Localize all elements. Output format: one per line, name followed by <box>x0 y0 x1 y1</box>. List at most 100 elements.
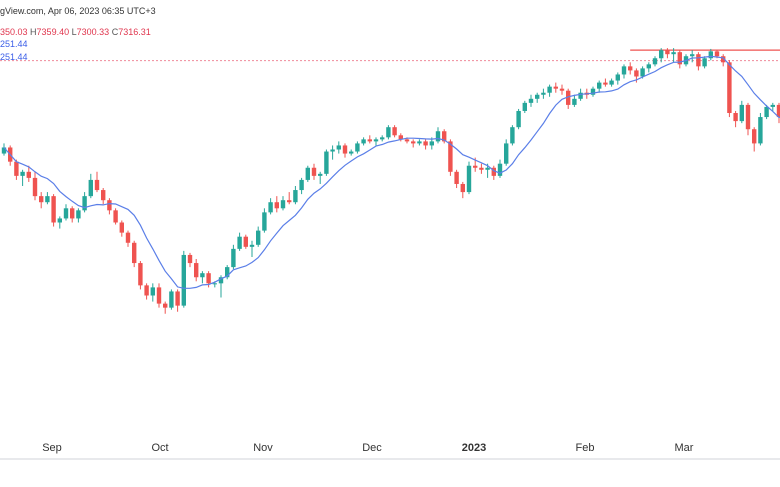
x-tick-label: 2023 <box>462 442 486 454</box>
candle-up <box>200 273 205 278</box>
candle-up <box>324 151 329 174</box>
candle-down <box>733 113 738 122</box>
candle-down <box>113 210 118 223</box>
candle-down <box>392 127 397 136</box>
candle-up <box>237 236 242 249</box>
candle-down <box>721 56 726 63</box>
candle-up <box>231 248 236 268</box>
candle-down <box>175 291 180 306</box>
candle-up <box>305 167 310 180</box>
candle-up <box>45 196 50 203</box>
low-label: L <box>71 27 77 37</box>
candle-up <box>249 244 255 247</box>
candle-up <box>522 102 527 111</box>
candle-up <box>373 139 379 142</box>
candle-up <box>318 173 323 176</box>
candle-up <box>218 277 224 284</box>
candle-down <box>243 236 248 247</box>
candle-up <box>88 179 93 197</box>
candle-down <box>107 200 112 211</box>
ohlc-legend: 350.03 H7359.40 L7300.33 C7316.31 <box>0 27 151 37</box>
ma-legend-2: 251.44 <box>0 52 28 62</box>
candle-up <box>256 230 261 245</box>
candle-down <box>274 202 279 209</box>
candle-up <box>609 80 614 85</box>
candle-down <box>566 90 571 105</box>
candle-up <box>597 82 602 89</box>
candle-down <box>206 273 211 284</box>
candle-down <box>677 52 682 65</box>
candle-up <box>429 141 434 146</box>
candle-down <box>132 242 137 264</box>
close-label: C <box>111 27 119 37</box>
candle-down <box>776 104 780 118</box>
candle-down <box>411 141 416 144</box>
candlestick-series <box>1 48 780 314</box>
moving-average-line <box>3 55 780 289</box>
candle-up <box>690 54 695 57</box>
candle-down <box>491 167 496 176</box>
candle-up <box>516 110 521 128</box>
candle-down <box>119 222 124 233</box>
candle-up <box>510 127 515 144</box>
candle-up <box>541 92 546 95</box>
candle-down <box>442 131 447 142</box>
candle-up <box>708 51 713 59</box>
candle-up <box>435 131 441 142</box>
candle-down <box>454 171 459 184</box>
candle-up <box>299 179 304 191</box>
x-tick-label: Mar <box>675 442 694 454</box>
candle-up <box>20 171 25 176</box>
candle-up <box>590 88 596 95</box>
candle-down <box>51 196 56 223</box>
candle-up <box>572 98 577 105</box>
candle-down <box>14 161 19 176</box>
candle-down <box>460 183 465 193</box>
candle-down <box>94 179 100 191</box>
chart-source-line: gView.com, Apr 06, 2023 06:35 UTC+3 <box>0 6 156 16</box>
candle-down <box>473 165 478 168</box>
candle-up <box>640 68 645 77</box>
candle-up <box>504 143 509 164</box>
candle-down <box>342 145 348 154</box>
time-axis[interactable]: Sep Oct Nov Dec 2023 Feb Mar <box>42 442 694 454</box>
close-value: 7316.31 <box>118 27 151 37</box>
candle-down <box>194 263 199 278</box>
candle-up <box>293 190 298 203</box>
candle-up <box>578 92 583 99</box>
candle-down <box>26 171 31 178</box>
candle-down <box>404 139 410 142</box>
candle-up <box>82 196 87 211</box>
candle-up <box>485 167 490 170</box>
candle-down <box>696 54 701 67</box>
candle-up <box>386 127 391 138</box>
candle-up <box>268 202 273 213</box>
candle-down <box>39 196 44 203</box>
candle-down <box>367 139 372 142</box>
high-value: 7359.40 <box>36 27 70 37</box>
candle-up <box>225 267 230 278</box>
candle-up <box>466 165 472 193</box>
candle-down <box>187 254 193 264</box>
candle-down <box>101 190 106 201</box>
candle-up <box>646 64 651 69</box>
candle-up <box>535 94 540 99</box>
candle-down <box>287 200 292 203</box>
candle-up <box>547 86 552 93</box>
candle-up <box>764 106 769 118</box>
candle-up <box>615 74 620 81</box>
x-tick-label: Oct <box>151 442 168 454</box>
candle-up <box>280 200 286 209</box>
candle-up <box>355 143 360 152</box>
x-tick-label: Nov <box>253 442 273 454</box>
candle-up <box>528 98 534 103</box>
candle-down <box>479 167 484 170</box>
candle-up <box>380 137 385 140</box>
candle-up <box>330 149 335 152</box>
candle-up <box>659 50 664 59</box>
candle-down <box>665 50 670 55</box>
candle-down <box>70 208 75 219</box>
candle-down <box>32 177 38 197</box>
candle-up <box>212 283 217 285</box>
